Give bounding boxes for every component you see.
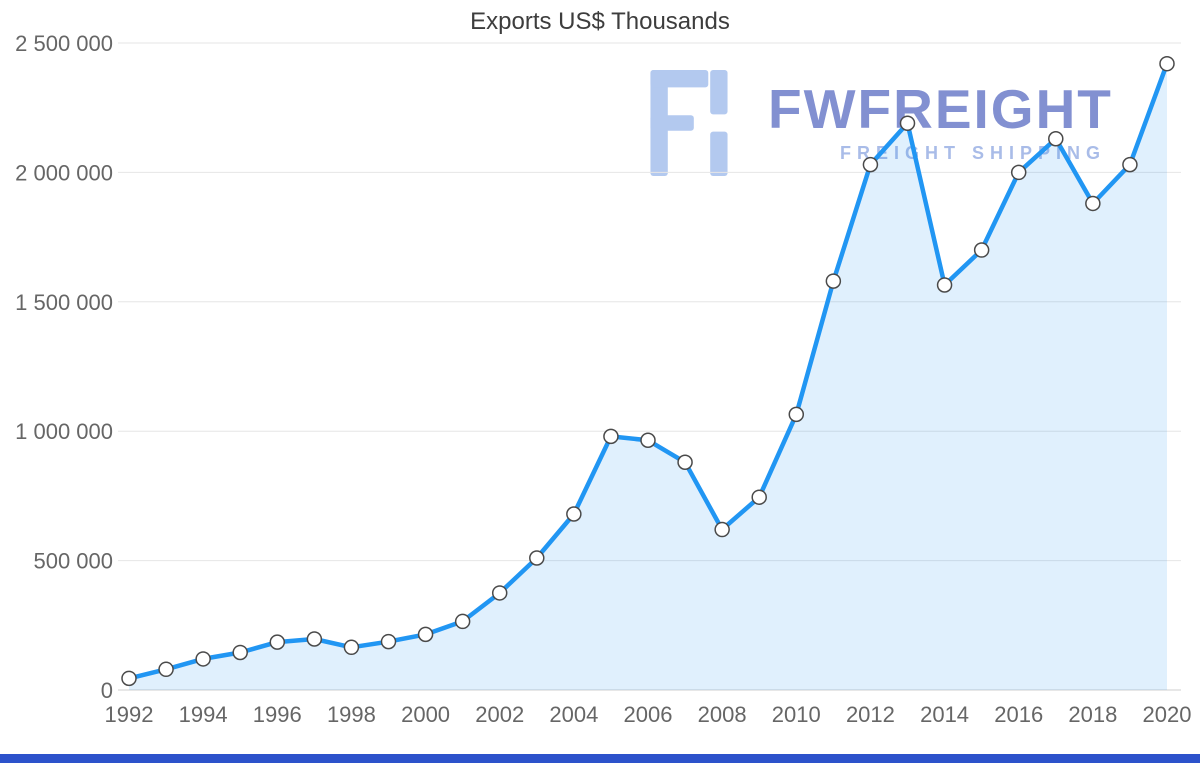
data-point-marker bbox=[529, 550, 545, 566]
data-point-marker bbox=[306, 631, 323, 647]
x-axis-label: 2020 bbox=[1143, 702, 1192, 727]
data-point-marker bbox=[603, 428, 619, 445]
data-point-marker bbox=[195, 651, 211, 667]
y-axis-label: 1 000 000 bbox=[15, 419, 113, 444]
x-axis-label: 2018 bbox=[1068, 702, 1117, 727]
data-point-marker bbox=[491, 585, 508, 601]
x-axis-label: 2008 bbox=[698, 702, 747, 727]
x-axis-label: 2006 bbox=[624, 702, 673, 727]
x-axis-label: 2014 bbox=[920, 702, 969, 727]
data-point-marker bbox=[121, 670, 137, 687]
x-axis-label: 1994 bbox=[179, 702, 228, 727]
brand-logo-icon bbox=[650, 70, 728, 176]
brand-name: FWFREIGHT bbox=[768, 78, 1113, 140]
bottom-bar bbox=[0, 754, 1200, 763]
x-axis-label: 1992 bbox=[105, 702, 154, 727]
data-point-marker bbox=[1122, 156, 1138, 173]
data-point-marker bbox=[158, 661, 174, 678]
data-point-marker bbox=[380, 633, 397, 650]
y-axis-label: 1 500 000 bbox=[15, 290, 113, 315]
chart-title: Exports US$ Thousands bbox=[470, 8, 730, 35]
y-axis-label: 2 000 000 bbox=[15, 160, 113, 185]
x-axis-label: 1996 bbox=[253, 702, 302, 727]
data-point-marker bbox=[1085, 195, 1101, 212]
data-point-marker bbox=[269, 634, 286, 650]
x-axis-label: 2000 bbox=[401, 702, 450, 727]
data-point-marker bbox=[343, 639, 360, 656]
x-axis-label: 2004 bbox=[549, 702, 598, 727]
data-point-marker bbox=[1159, 55, 1175, 72]
data-point-marker bbox=[454, 613, 471, 630]
data-point-marker bbox=[1010, 164, 1027, 181]
data-point-marker bbox=[862, 156, 879, 173]
x-axis-label: 1998 bbox=[327, 702, 376, 727]
x-axis-label: 2002 bbox=[475, 702, 524, 727]
data-point-marker bbox=[232, 644, 248, 661]
x-axis-label: 2016 bbox=[994, 702, 1043, 727]
y-axis-label: 2 500 000 bbox=[15, 31, 113, 56]
data-point-marker bbox=[788, 406, 805, 423]
x-axis-label: 2010 bbox=[772, 702, 821, 727]
data-point-marker bbox=[899, 115, 916, 131]
data-point-marker bbox=[677, 454, 693, 471]
data-point-marker bbox=[825, 273, 842, 289]
data-point-marker bbox=[714, 521, 730, 538]
data-point-marker bbox=[751, 489, 767, 505]
data-point-marker bbox=[417, 626, 434, 643]
data-point-marker bbox=[973, 242, 990, 258]
data-point-marker bbox=[1048, 131, 1064, 147]
data-point-marker bbox=[640, 432, 656, 449]
y-axis-label: 500 000 bbox=[33, 549, 113, 574]
y-axis-label: 0 bbox=[101, 678, 113, 703]
data-point-marker bbox=[566, 506, 582, 522]
x-axis-label: 2012 bbox=[846, 702, 895, 727]
area-fill bbox=[129, 63, 1167, 690]
data-point-marker bbox=[936, 277, 953, 293]
